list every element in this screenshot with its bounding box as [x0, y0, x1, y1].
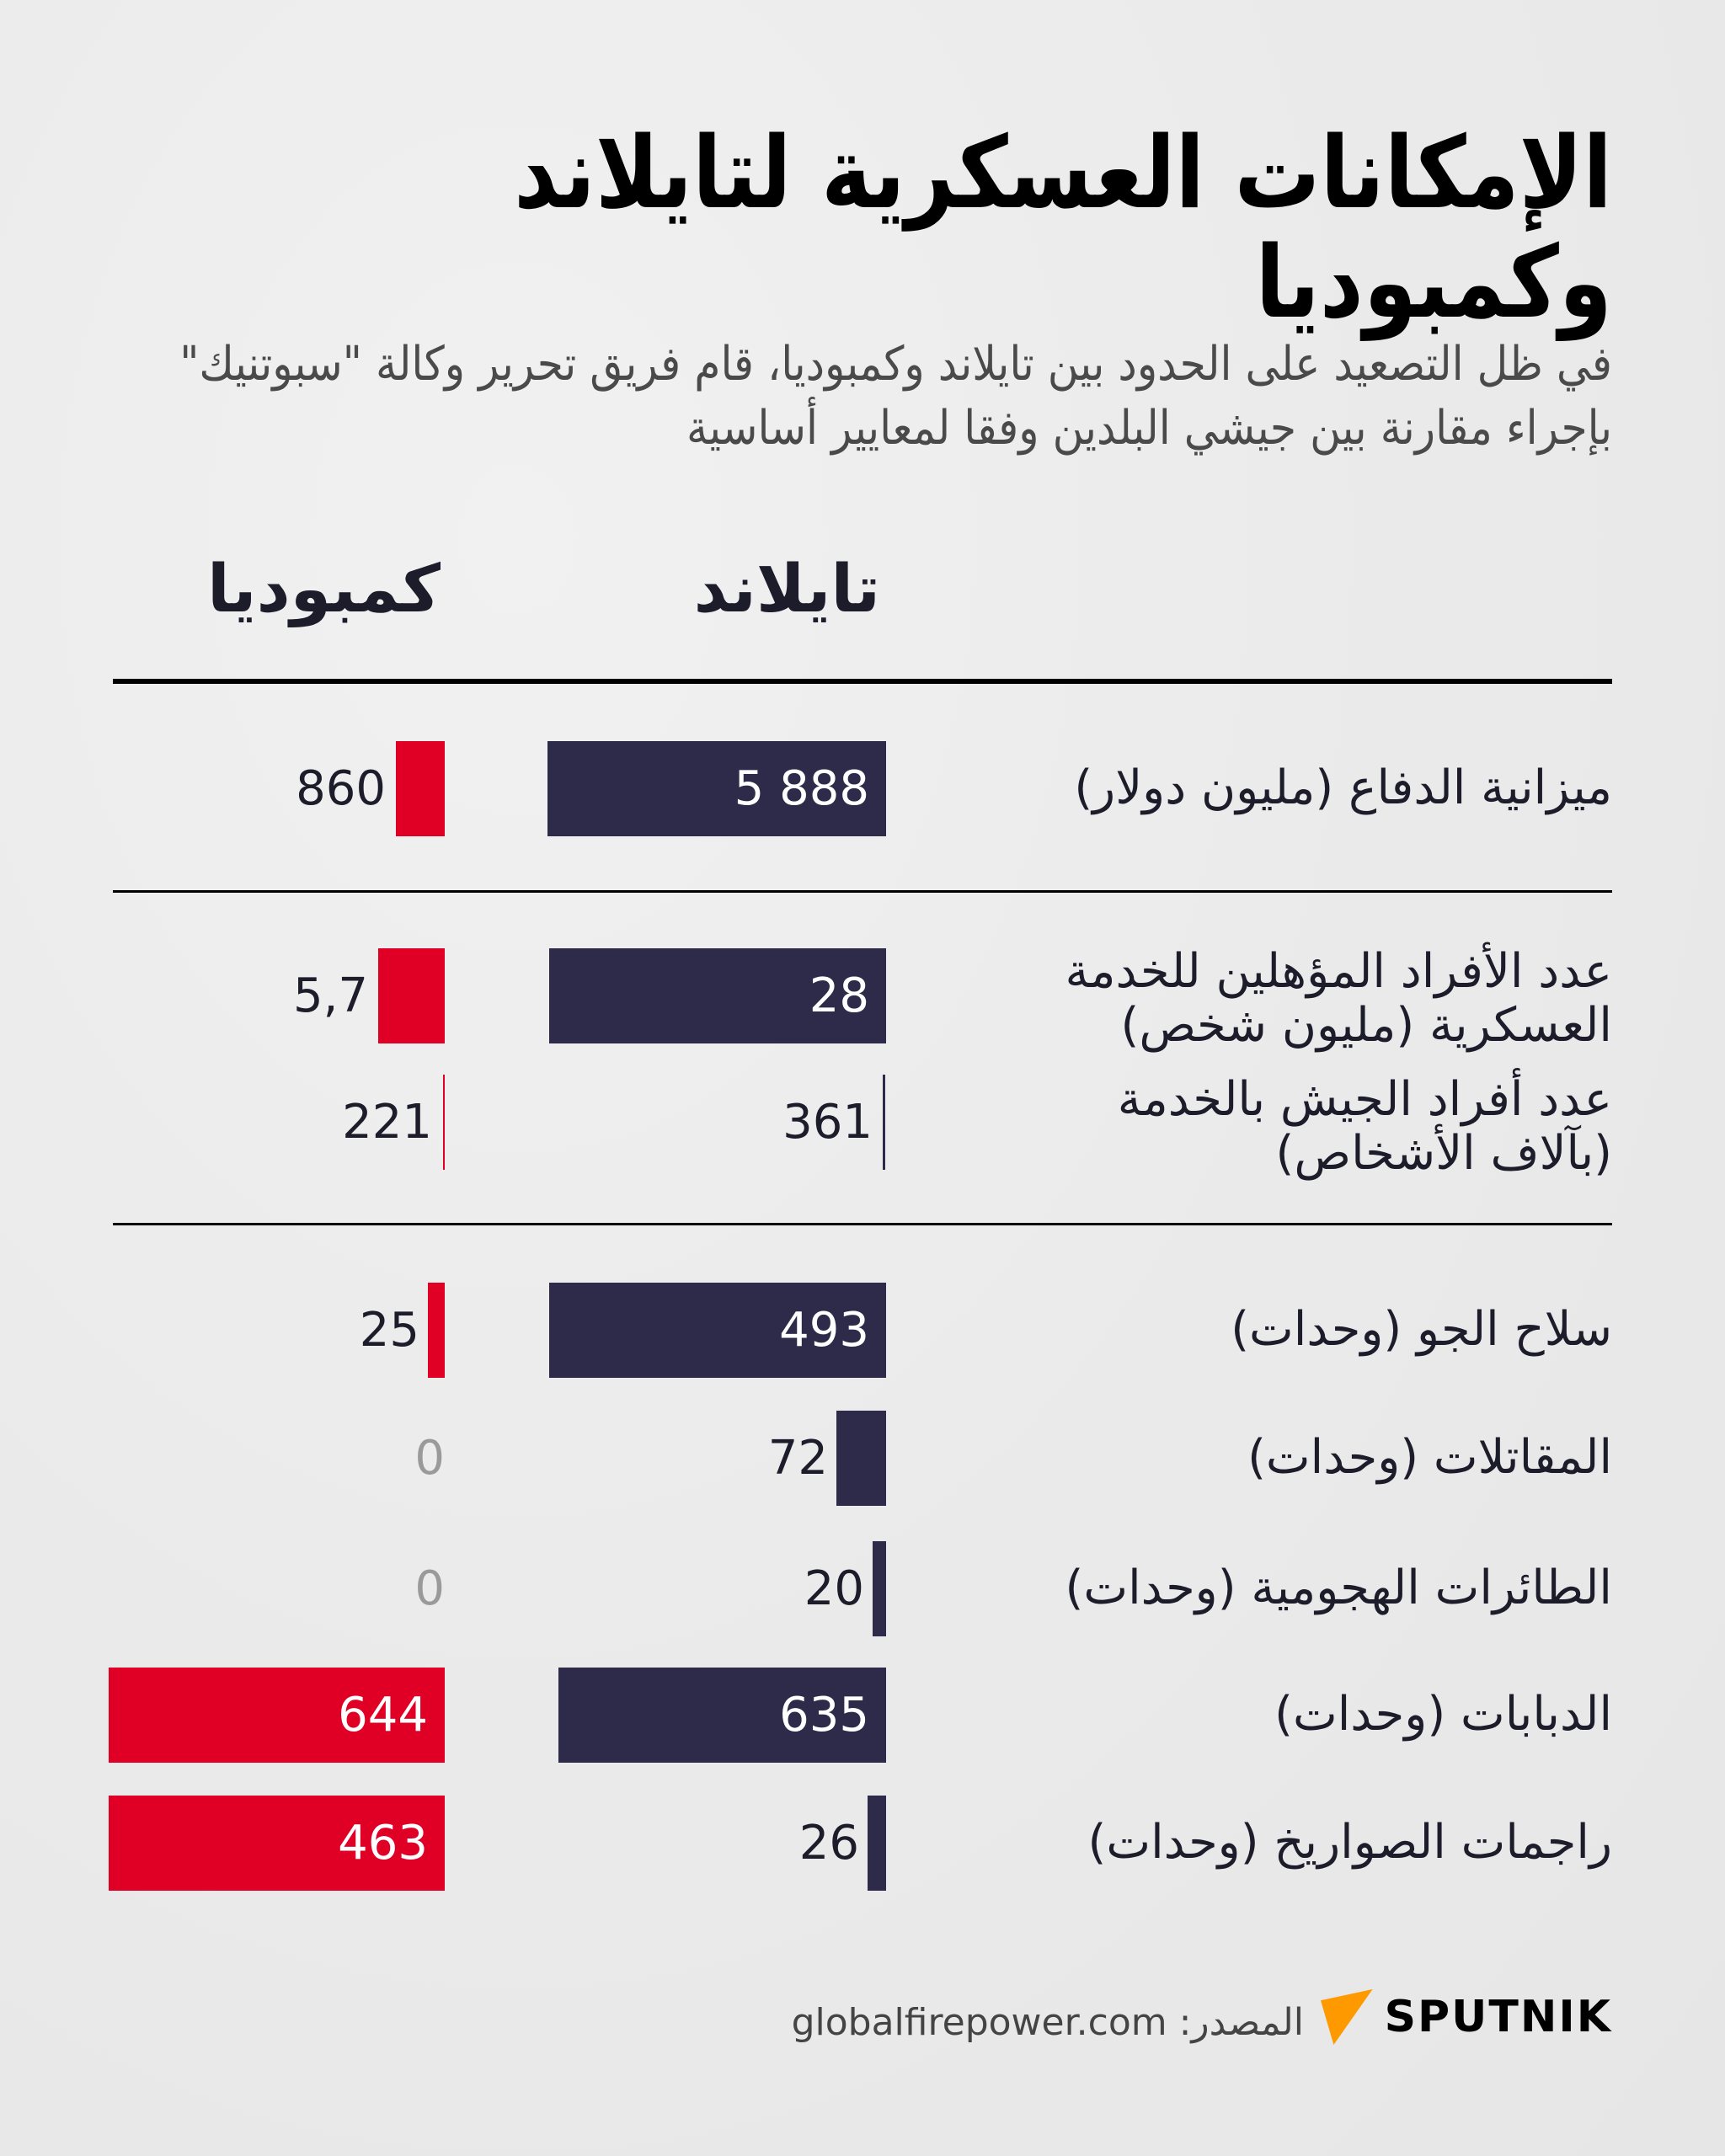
column-header-cambodia: كمبوديا: [207, 552, 441, 627]
bar-thailand: [549, 948, 886, 1043]
bar-cambodia: [443, 1075, 445, 1170]
bar-thailand: [547, 741, 886, 836]
bar-thailand: [873, 1541, 886, 1636]
row-label: عدد أفراد الجيش بالخدمة (بآلاف الأشخاص): [1117, 1072, 1612, 1181]
value-thailand: 361: [782, 1095, 873, 1150]
value-cambodia: 644: [338, 1688, 428, 1742]
row-label: الطائرات الهجومية (وحدات): [1065, 1561, 1612, 1615]
value-thailand: 493: [779, 1303, 869, 1358]
row-label: راجمات الصواريخ (وحدات): [1087, 1815, 1612, 1870]
row-label: ميزانية الدفاع (مليون دولار): [1074, 760, 1612, 815]
value-thailand: 20: [804, 1561, 864, 1616]
value-cambodia: 860: [296, 761, 386, 816]
bar-cambodia: [109, 1668, 445, 1763]
bar-cambodia: [396, 741, 445, 836]
value-cambodia: 0: [414, 1561, 445, 1616]
source-credit: المصدر: globalfirepower.com: [791, 2001, 1304, 2044]
logo-text: SPUTNIK: [1384, 1992, 1612, 2042]
page-subtitle: في ظل التصعيد على الحدود بين تايلاند وكم…: [179, 337, 1612, 456]
value-thailand: 72: [767, 1431, 828, 1486]
value-thailand: 5 888: [734, 761, 869, 816]
value-cambodia: 463: [338, 1816, 428, 1870]
group-divider-1: [113, 890, 1612, 893]
column-header-thailand: تايلاند: [693, 552, 880, 627]
value-thailand: 28: [809, 969, 869, 1023]
header-divider: [113, 679, 1612, 684]
row-label: عدد الأفراد المؤهلين للخدمة العسكرية (مل…: [1065, 944, 1613, 1053]
bar-thailand: [868, 1796, 886, 1891]
bar-cambodia: [428, 1283, 445, 1378]
value-cambodia: 0: [414, 1431, 445, 1486]
value-cambodia: 25: [359, 1303, 419, 1358]
value-cambodia: 221: [342, 1095, 432, 1150]
bar-thailand: [836, 1411, 886, 1506]
bar-thailand: [883, 1075, 885, 1170]
value-thailand: 635: [779, 1688, 869, 1742]
bar-cambodia: [109, 1796, 445, 1891]
bar-thailand: [558, 1668, 886, 1763]
value-thailand: 26: [798, 1816, 859, 1870]
row-label: سلاح الجو (وحدات): [1231, 1302, 1612, 1357]
value-cambodia: 5,7: [292, 969, 368, 1023]
bar-cambodia: [378, 948, 445, 1043]
sputnik-arrow-icon: [1320, 1989, 1373, 2045]
row-label: المقاتلات (وحدات): [1247, 1430, 1612, 1485]
page-title: الإمكانات العسكرية لتايلاند وكمبوديا: [514, 115, 1612, 340]
group-divider-2: [113, 1223, 1612, 1225]
row-label: الدبابات (وحدات): [1274, 1687, 1612, 1742]
bar-thailand: [549, 1283, 886, 1378]
sputnik-logo: SPUTNIK: [1320, 1983, 1612, 2051]
